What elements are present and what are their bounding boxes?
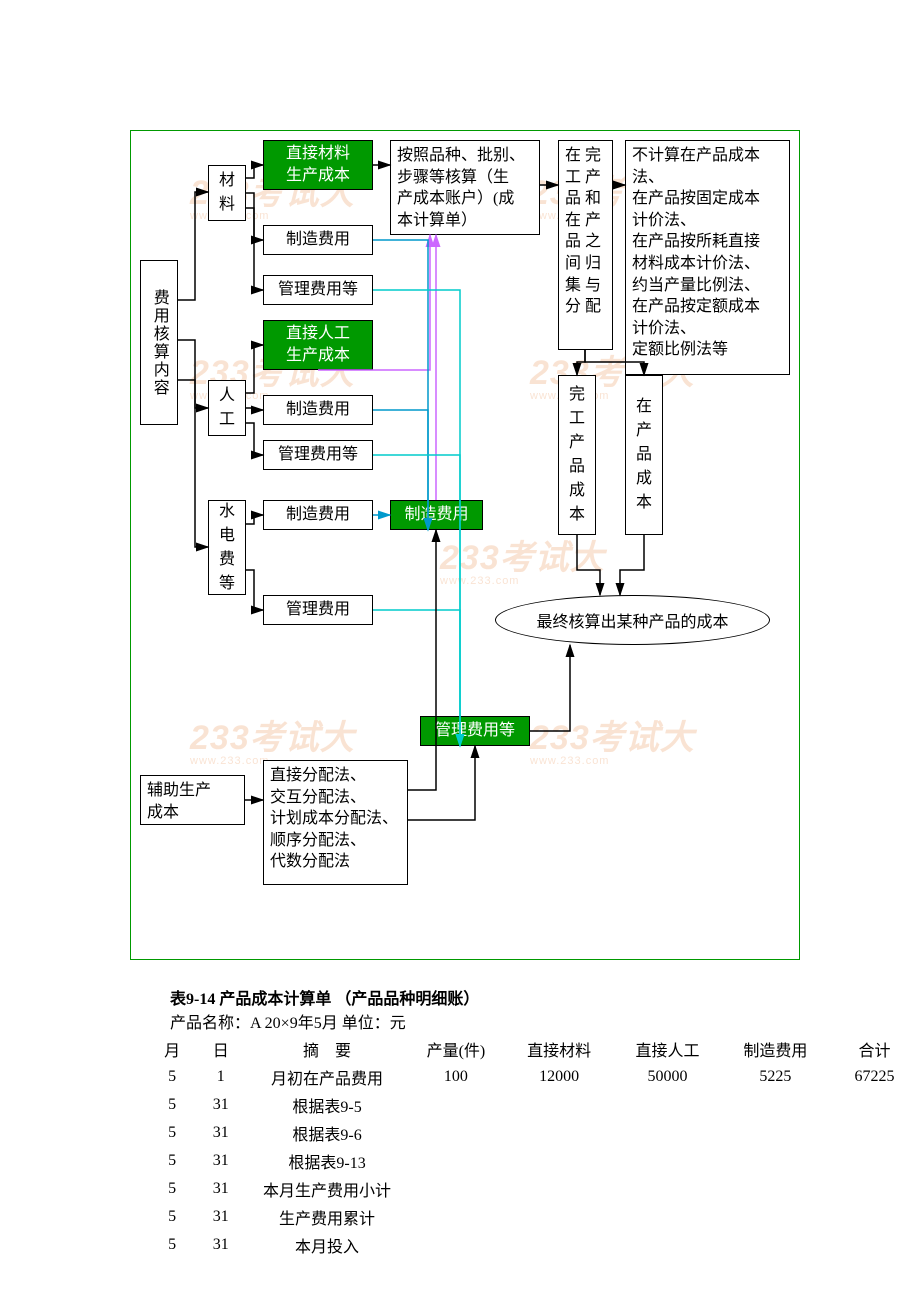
table-cell: 31: [194, 1119, 247, 1147]
table-cell: [829, 1091, 920, 1119]
table-cell: 5: [150, 1231, 194, 1259]
table-cell: 根据表9-6: [247, 1119, 407, 1147]
table-cell: 5: [150, 1091, 194, 1119]
table-cell: [613, 1147, 721, 1175]
table-cell: [407, 1119, 505, 1147]
table-cell: [722, 1175, 829, 1203]
node-aux_methods: 直接分配法、交互分配法、计划成本分配法、顺序分配法、代数分配法: [263, 760, 408, 885]
node-u_mfg: 制造费用: [263, 500, 373, 530]
table-cell: [407, 1231, 505, 1259]
table-subtitle: 产品名称：A 20×9年5月 单位：元: [170, 1009, 920, 1033]
table-cell: [613, 1091, 721, 1119]
node-aux: 辅助生产成本: [140, 775, 245, 825]
table-cell: [613, 1175, 721, 1203]
node-wip_cost: 在产品成本: [625, 375, 663, 535]
node-fin_cost: 完工产品成本: [558, 375, 596, 535]
table-cell: 5: [150, 1119, 194, 1147]
table-cell: 5: [150, 1147, 194, 1175]
table-row: 531本月投入: [150, 1231, 920, 1259]
table-cell: [829, 1175, 920, 1203]
table-cell: 31: [194, 1203, 247, 1231]
table-cell: [505, 1147, 613, 1175]
table-cell: 本月投入: [247, 1231, 407, 1259]
table-header: 月: [150, 1035, 194, 1063]
table-cell: [505, 1231, 613, 1259]
table-cell: [722, 1119, 829, 1147]
table-cell: [407, 1091, 505, 1119]
table-cell: 50000: [613, 1063, 721, 1091]
node-utility: 水电费等: [208, 500, 246, 595]
table-cell: 生产费用累计: [247, 1203, 407, 1231]
table-cell: [829, 1147, 920, 1175]
table-cell: [613, 1231, 721, 1259]
table-cell: [829, 1231, 920, 1259]
table-cell: [722, 1203, 829, 1231]
table-cell: [722, 1091, 829, 1119]
node-m_mfg: 制造费用: [263, 225, 373, 255]
table-cell: [407, 1175, 505, 1203]
table-row: 531本月生产费用小计: [150, 1175, 920, 1203]
table-row: 531根据表9-13: [150, 1147, 920, 1175]
table-cell: 67225: [829, 1063, 920, 1091]
node-mfg_mid: 制造费用: [390, 500, 483, 530]
table-cell: [829, 1203, 920, 1231]
node-m_direct: 直接材料生产成本: [263, 140, 373, 190]
table-cell: 31: [194, 1147, 247, 1175]
table-header: 直接人工: [613, 1035, 721, 1063]
table-cell: 31: [194, 1091, 247, 1119]
cost-table-grid: 月日摘 要产量(件)直接材料直接人工制造费用合计51月初在产品费用1001200…: [150, 1035, 920, 1259]
node-l_mfg: 制造费用: [263, 395, 373, 425]
node-methods_top: 不计算在产品成本法、在产品按固定成本计价法、在产品按所耗直接材料成本计价法、约当…: [625, 140, 790, 375]
table-cell: 5225: [722, 1063, 829, 1091]
table-cell: [722, 1231, 829, 1259]
node-l_admin: 管理费用等: [263, 440, 373, 470]
node-l_direct: 直接人工生产成本: [263, 320, 373, 370]
node-final-ellipse: 最终核算出某种产品的成本: [495, 595, 770, 645]
table-cell: [407, 1203, 505, 1231]
table-title: 表9-14 产品成本计算单 （产品品种明细账）: [170, 985, 920, 1009]
table-row: 531根据表9-6: [150, 1119, 920, 1147]
table-cell: 12000: [505, 1063, 613, 1091]
node-root: 费用核算内容: [140, 260, 178, 425]
table-header: 制造费用: [722, 1035, 829, 1063]
table-cell: [613, 1203, 721, 1231]
table-row: 51月初在产品费用1001200050000522567225: [150, 1063, 920, 1091]
cost-table: 表9-14 产品成本计算单 （产品品种明细账）产品名称：A 20×9年5月 单位…: [150, 985, 920, 1259]
table-cell: 100: [407, 1063, 505, 1091]
table-cell: [407, 1147, 505, 1175]
table-cell: [505, 1203, 613, 1231]
table-cell: 1: [194, 1063, 247, 1091]
table-header: 摘 要: [247, 1035, 407, 1063]
table-cell: [829, 1119, 920, 1147]
table-cell: 根据表9-13: [247, 1147, 407, 1175]
node-labor: 人工: [208, 380, 246, 436]
table-header: 产量(件): [407, 1035, 505, 1063]
node-u_admin: 管理费用: [263, 595, 373, 625]
table-cell: 31: [194, 1175, 247, 1203]
table-cell: 5: [150, 1203, 194, 1231]
node-material: 材料: [208, 165, 246, 221]
node-alloc: 在 完工 产品 和在 产品 之间 归集 与分 配: [558, 140, 613, 350]
table-cell: [505, 1091, 613, 1119]
node-m_admin: 管理费用等: [263, 275, 373, 305]
table-row: 531生产费用累计: [150, 1203, 920, 1231]
table-cell: 31: [194, 1231, 247, 1259]
node-admin_mid: 管理费用等: [420, 716, 530, 746]
table-header: 合计: [829, 1035, 920, 1063]
table-header: 直接材料: [505, 1035, 613, 1063]
table-cell: [505, 1119, 613, 1147]
table-cell: [613, 1119, 721, 1147]
table-cell: 5: [150, 1175, 194, 1203]
table-cell: 5: [150, 1063, 194, 1091]
table-row: 531根据表9-5: [150, 1091, 920, 1119]
table-cell: [722, 1147, 829, 1175]
table-header: 日: [194, 1035, 247, 1063]
table-cell: 根据表9-5: [247, 1091, 407, 1119]
table-cell: 月初在产品费用: [247, 1063, 407, 1091]
table-cell: 本月生产费用小计: [247, 1175, 407, 1203]
node-calc: 按照品种、批别、步骤等核算（生产成本账户）(成本计算单）: [390, 140, 540, 235]
table-cell: [505, 1175, 613, 1203]
